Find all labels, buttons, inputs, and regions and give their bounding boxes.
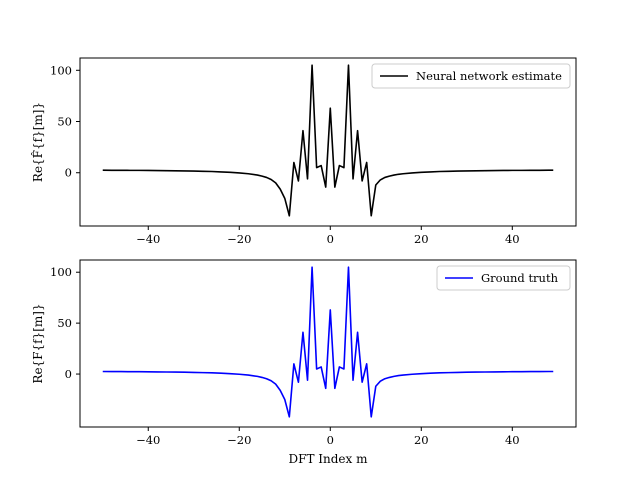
- y-tick-label: 0: [65, 367, 72, 381]
- x-tick-label: 40: [505, 433, 520, 447]
- x-tick-label: −20: [227, 433, 251, 447]
- legend: Neural network estimate: [371, 63, 571, 89]
- x-tick-label: 40: [505, 232, 520, 246]
- legend-box: [436, 265, 571, 291]
- legend-entry-label: Neural network estimate: [416, 69, 562, 83]
- legend-entry-label: Ground truth: [481, 271, 559, 285]
- y-tick-label: 50: [57, 316, 72, 330]
- subplot-2: −40 −20 0 20 40 0 50 100 Re{F{f}[m]} DFT Index m G…: [31, 259, 577, 466]
- y-axis-label: Re{F̂{f}[m]}: [30, 102, 45, 182]
- series-line-2-1: [102, 266, 554, 418]
- y-tick-label: 100: [50, 265, 72, 279]
- y-tick-label: 100: [50, 63, 72, 77]
- x-tick-label: −20: [227, 232, 251, 246]
- axes-frame: [79, 259, 577, 428]
- x-tick-label: −40: [136, 433, 160, 447]
- y-tick-label: 0: [65, 166, 72, 180]
- x-tick-label: 20: [414, 433, 429, 447]
- x-tick-label: 0: [327, 232, 334, 246]
- x-axis-label: DFT Index m: [289, 452, 369, 466]
- x-tick-label: 0: [327, 433, 334, 447]
- x-tick-label: −40: [136, 232, 160, 246]
- axes-frame: [79, 57, 577, 227]
- legend: Ground truth: [436, 265, 571, 291]
- subplot-1: −40 −20 0 20 40 0 50 100 Re{F̂{f}[m]} Neural netw…: [30, 57, 577, 246]
- y-tick-label: 50: [57, 115, 72, 129]
- x-tick-label: 20: [414, 232, 429, 246]
- series-line-1-1: [102, 64, 554, 217]
- y-axis-label: Re{F{f}[m]}: [31, 303, 45, 383]
- legend-box: [371, 63, 571, 89]
